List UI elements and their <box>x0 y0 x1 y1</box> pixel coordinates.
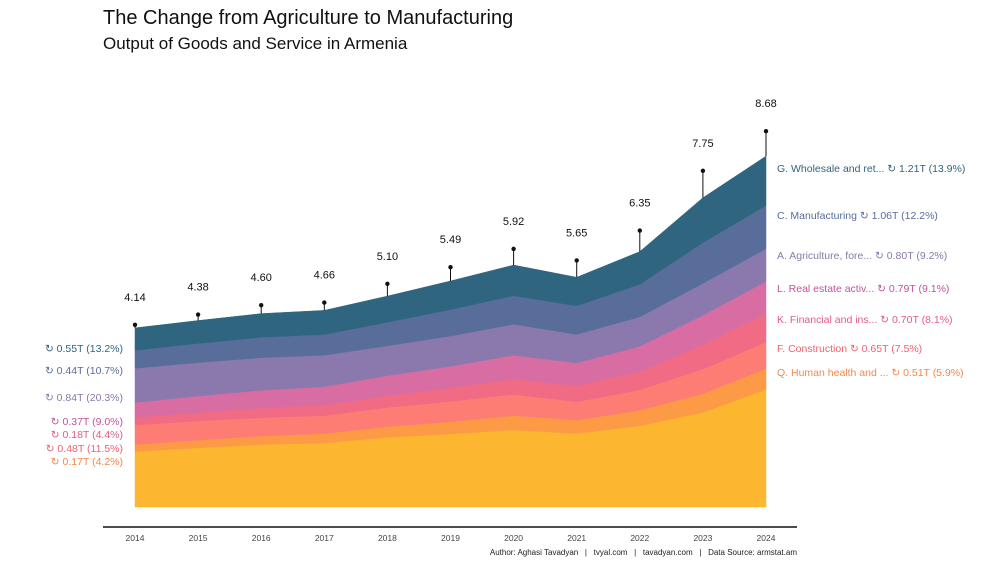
total-markers: 4.14 4.38 4.60 4.66 5.10 5.49 5.92 5.65 6.35 7.75… <box>124 98 777 328</box>
end-label-C: C. Manufacturing ↻ 1.06T (12.2%) <box>777 210 938 222</box>
total-label: 4.60 <box>250 272 271 284</box>
x-tick-label: 2022 <box>630 533 649 543</box>
x-tick-label: 2019 <box>441 533 460 543</box>
total-label: 4.66 <box>314 270 335 282</box>
total-point <box>132 322 138 327</box>
end-label-K: K. Financial and ins... ↻ 0.70T (8.1%) <box>777 314 953 326</box>
start-label-F: ↻ 0.48T (11.5%) <box>46 443 123 455</box>
end-label-L: L. Real estate activ... ↻ 0.79T (9.1%) <box>777 283 949 295</box>
total-point <box>195 312 201 317</box>
end-value-labels: G. Wholesale and ret... ↻ 1.21T (13.9%) C… <box>777 163 965 379</box>
total-point <box>574 258 579 263</box>
area-layers <box>134 155 767 508</box>
x-tick-label: 2021 <box>567 533 586 543</box>
total-point <box>259 302 264 308</box>
total-point <box>763 129 769 134</box>
x-tick-label: 2018 <box>378 533 397 543</box>
total-point <box>385 281 390 287</box>
total-label: 5.10 <box>377 251 398 263</box>
caption: Author: Aghasi Tavadyan | tvyal.com | ta… <box>490 548 797 557</box>
total-label: 5.92 <box>503 216 524 228</box>
start-label-C: ↻ 0.44T (10.7%) <box>45 365 123 377</box>
x-tick-label: 2014 <box>126 533 145 543</box>
total-label: 4.38 <box>187 282 208 294</box>
end-label-Q: Q. Human health and ... ↻ 0.51T (5.9%) <box>777 367 964 379</box>
total-label: 4.14 <box>124 292 145 304</box>
start-label-A: ↻ 0.84T (20.3%) <box>45 392 123 404</box>
total-point <box>511 246 516 252</box>
end-label-F: F. Construction ↻ 0.65T (7.5%) <box>777 343 922 355</box>
start-value-labels: ↻ 0.55T (13.2%) ↻ 0.44T (10.7%) ↻ 0.84T (2… <box>45 343 123 468</box>
total-label: 6.35 <box>629 198 650 210</box>
total-point <box>700 168 706 174</box>
start-label-Q: ↻ 0.17T (4.2%) <box>51 456 123 468</box>
total-label: 5.49 <box>440 234 461 246</box>
x-tick-label: 2023 <box>693 533 712 543</box>
total-point <box>637 228 642 233</box>
chart-title: The Change from Agriculture to Manufactu… <box>103 7 513 29</box>
total-label: 8.68 <box>755 98 776 110</box>
total-point <box>448 265 453 270</box>
start-label-G: ↻ 0.55T (13.2%) <box>45 343 123 355</box>
x-tick-label: 2016 <box>252 533 271 543</box>
x-tick-label: 2024 <box>757 533 776 543</box>
total-label: 5.65 <box>566 227 587 239</box>
start-label-K: ↻ 0.18T (4.4%) <box>51 429 123 441</box>
total-label: 7.75 <box>692 138 713 150</box>
x-tick-label: 2020 <box>504 533 523 543</box>
x-tick-label: 2015 <box>189 533 208 543</box>
total-point <box>322 300 327 305</box>
x-tick-label: 2017 <box>315 533 334 543</box>
x-axis-ticks: 2014 2015 2016 2017 2018 2019 2020 2021 2022 2023… <box>126 533 776 543</box>
end-label-G: G. Wholesale and ret... ↻ 1.21T (13.9%) <box>777 163 965 175</box>
chart-subtitle: Output of Goods and Service in Armenia <box>103 34 408 53</box>
start-label-L: ↻ 0.37T (9.0%) <box>51 416 123 428</box>
end-label-A: A. Agriculture, fore... ↻ 0.80T (9.2%) <box>777 250 947 262</box>
